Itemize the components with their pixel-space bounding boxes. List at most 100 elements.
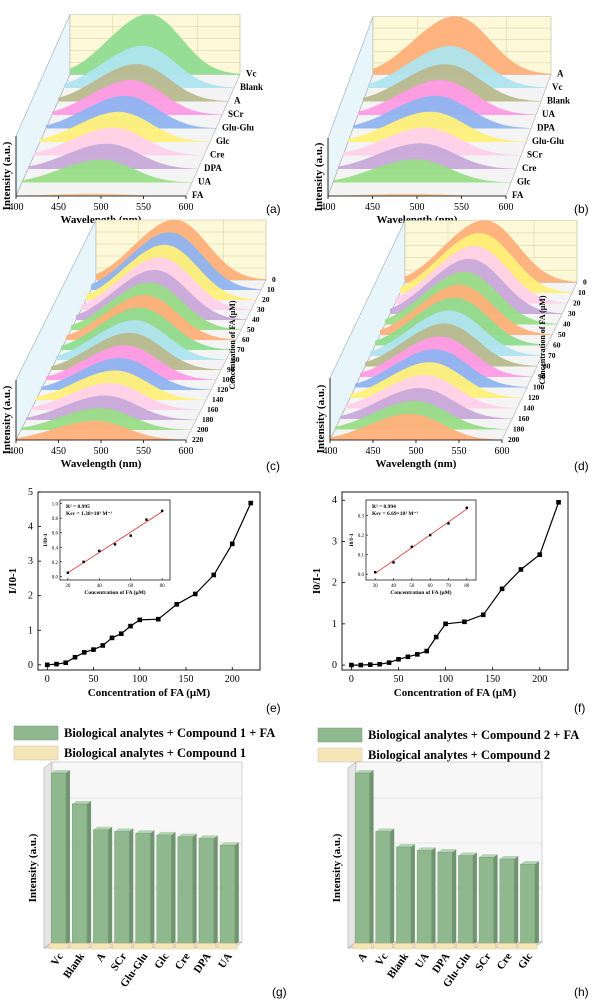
- spectrum-c200: [330, 413, 502, 440]
- y-tick-label: 3: [332, 536, 337, 547]
- series-label: 50: [558, 330, 566, 339]
- bar-secondary: [112, 943, 132, 950]
- inset-data-point: [98, 549, 101, 553]
- bar: [156, 834, 172, 946]
- inset-x-tick-label: 80: [160, 584, 166, 589]
- x-tick-label: 600: [179, 202, 194, 213]
- series-label: Glc: [517, 177, 531, 187]
- bar: [478, 857, 494, 946]
- series-label: UA: [542, 109, 555, 119]
- inset-y-tick-label: 0.8: [52, 517, 59, 522]
- data-point: [537, 552, 543, 557]
- waterfall-panel-a: Vc Blank A SCr Glu-Glu Glc Cre DPA UA FA 400 450 500…: [1, 14, 263, 226]
- legend-swatch: [13, 725, 59, 741]
- bar-secondary: [394, 943, 414, 950]
- bar-side: [410, 843, 415, 945]
- bar-side: [87, 800, 92, 945]
- inset-y-title: I/I0-1: [43, 533, 49, 546]
- y-tick-label: 2: [332, 578, 337, 589]
- category-label: DPA: [191, 951, 213, 976]
- series-label: Glu-Glu: [532, 136, 564, 146]
- bar-secondary: [456, 943, 476, 950]
- category-label: Vc: [49, 951, 66, 968]
- data-point: [248, 500, 254, 506]
- series-label: 10: [578, 288, 586, 297]
- inset-r2: R² = 0.995: [66, 504, 90, 510]
- spectrum-c220: [16, 420, 186, 440]
- inset-data-point: [145, 518, 148, 521]
- plot-frame: [37, 491, 261, 671]
- data-point: [100, 643, 106, 648]
- category-label: UA: [413, 951, 432, 971]
- y-axis-title: Intensity (a.u.): [313, 142, 325, 211]
- z-axis-title: Concentration of FA (μM): [228, 300, 237, 389]
- category-label: Glc: [152, 951, 171, 971]
- bar-top: [72, 800, 92, 804]
- bar-side: [129, 828, 134, 945]
- panel-label-e: (e): [266, 701, 281, 715]
- series-label: Glu-Glu: [222, 123, 254, 133]
- bar: [375, 831, 391, 946]
- y-tick-label: 4: [332, 495, 337, 506]
- y-tick-label: 2: [28, 591, 33, 602]
- data-point: [63, 660, 69, 666]
- y-tick-label: 0: [28, 660, 33, 671]
- data-point: [480, 612, 486, 618]
- data-point: [128, 623, 133, 629]
- bar-top: [355, 770, 374, 773]
- waterfall-panel-b: A Vc Blank UA DPA Glu-Glu SCr Cre Glc FA 400 450 500…: [313, 16, 570, 226]
- bar: [50, 772, 67, 946]
- data-point: [81, 650, 87, 655]
- bar-top: [375, 828, 395, 832]
- series-label: Glc: [216, 136, 230, 146]
- spectrum-fa: [328, 193, 506, 196]
- spectrum-dpa: [28, 143, 198, 169]
- data-point: [211, 572, 217, 578]
- inset-data-point: [428, 533, 432, 537]
- inset-ksv: Ksv = 6.69×10³ M⁻¹: [372, 511, 418, 517]
- x-tick-label: 600: [495, 446, 510, 457]
- legend-entry: Biological analytes + Compound 2 + FA: [368, 728, 579, 742]
- bar-panel-g: Biological analytes + Compound 1 + FA Bio…: [13, 725, 275, 990]
- y-axis-title: I/I0-1: [7, 568, 19, 594]
- x-tick-label: 550: [452, 446, 467, 457]
- bar-top: [220, 842, 239, 846]
- data-point: [367, 662, 373, 667]
- category-label: A: [94, 951, 108, 964]
- bar-side: [234, 842, 239, 945]
- bar-secondary: [196, 943, 216, 950]
- inset-r2: R² = 0.994: [372, 504, 396, 510]
- data-point: [415, 652, 420, 657]
- series-label: Blank: [240, 82, 263, 92]
- series-label: 60: [553, 341, 561, 350]
- series-label: 90: [227, 365, 235, 374]
- x-tick-label: 600: [499, 202, 514, 213]
- x-tick-label: 400: [323, 446, 338, 457]
- data-point: [229, 541, 235, 547]
- bar-top: [520, 861, 539, 865]
- bar-side: [192, 833, 197, 945]
- bar-top: [93, 826, 113, 830]
- bar-side: [369, 770, 374, 945]
- data-point: [118, 631, 124, 637]
- spectrum-glc: [40, 111, 210, 142]
- x-tick-label: 550: [136, 446, 151, 457]
- x-tick-label: 0: [349, 674, 354, 685]
- bar-secondary: [435, 943, 455, 950]
- data-point: [137, 617, 143, 623]
- series-label: 160: [518, 414, 530, 423]
- left-wall: [43, 761, 53, 949]
- series-label: UA: [198, 177, 211, 187]
- x-tick-label: 500: [409, 446, 424, 457]
- series-label: 0: [272, 275, 276, 284]
- series-label: 140: [523, 404, 535, 413]
- inset-data-point: [66, 571, 70, 574]
- inset-x-tick-label: 80: [464, 584, 470, 589]
- inset-data-point: [113, 543, 117, 546]
- bar-side: [390, 828, 395, 945]
- panel-label-a: (a): [266, 202, 281, 216]
- bar-side: [431, 847, 436, 945]
- series-label: 200: [508, 435, 520, 444]
- bar-top: [198, 835, 218, 839]
- spectrum-glc: [333, 159, 511, 183]
